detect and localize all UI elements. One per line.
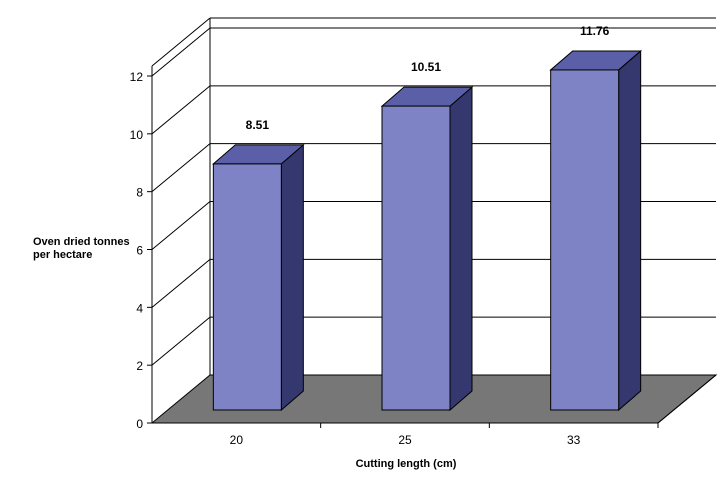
- axis-layer: 0 2 4 6 8 10 12: [130, 66, 717, 431]
- y-tick-label: 0: [136, 417, 143, 431]
- side-wall-top-edge: [151, 17, 211, 67]
- gridline-side: [151, 316, 211, 366]
- gridline-side: [151, 27, 211, 77]
- bar-side-20: [280, 143, 304, 412]
- x-axis-title: Cutting length (cm): [356, 458, 457, 470]
- bars-layer: [211, 49, 643, 412]
- gridline-side: [151, 201, 211, 250]
- gridline-side: [151, 85, 211, 135]
- x-tick-label-25: 25: [398, 433, 412, 447]
- y-axis-title-line1: Oven dried tonnes: [33, 236, 130, 248]
- floor-right-edge: [657, 374, 717, 424]
- y-tick-label: 10: [130, 128, 144, 142]
- y-tick-label: 8: [136, 186, 143, 200]
- bar-33: [550, 69, 620, 411]
- y-tick-label: 4: [136, 301, 143, 315]
- gridline-side: [151, 143, 211, 193]
- data-label-33: 11.76: [580, 24, 610, 38]
- bar-side-25: [449, 85, 473, 412]
- x-tick-label-20: 20: [230, 433, 244, 447]
- data-label-25: 10.51: [411, 60, 441, 74]
- y-axis-title-line2: per hectare: [33, 249, 93, 261]
- gridline-side: [151, 258, 211, 308]
- y-tick-label: 2: [136, 359, 143, 373]
- x-tick-label-33: 33: [567, 433, 581, 447]
- y-tick-label: 12: [130, 70, 144, 84]
- data-label-20: 8.51: [246, 118, 270, 132]
- y-axis-title: Oven dried tonnes per hectare: [33, 236, 130, 262]
- y-tick-label: 6: [136, 244, 143, 258]
- bar-side-33: [618, 49, 642, 412]
- bar-20: [212, 163, 282, 411]
- labels-layer: 8.51 20 10.51 25 11.76 33: [230, 24, 610, 447]
- bar-25: [381, 105, 451, 411]
